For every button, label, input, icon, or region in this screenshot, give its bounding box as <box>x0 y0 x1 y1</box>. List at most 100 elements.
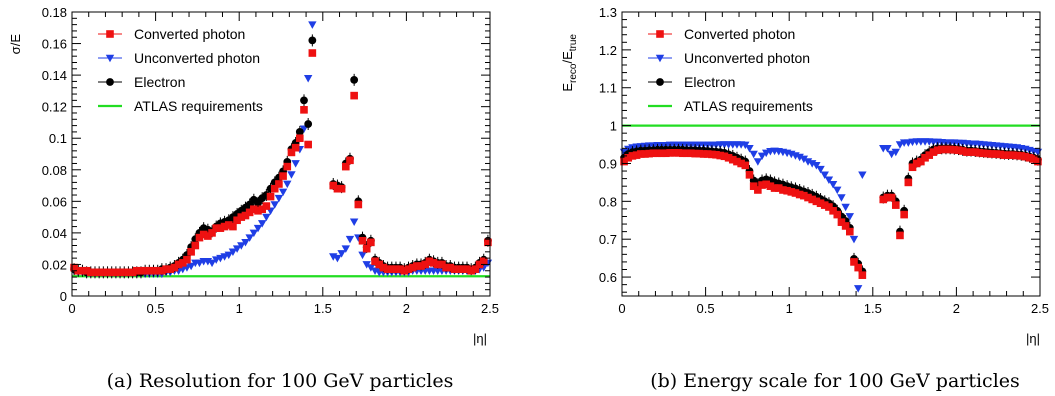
data-point <box>362 244 371 253</box>
data-point <box>367 238 375 247</box>
data-point <box>816 165 825 174</box>
data-point <box>649 149 658 158</box>
data-point <box>1013 151 1021 160</box>
data-point <box>637 150 645 158</box>
data-point <box>174 260 183 269</box>
legend-resolution: Converted photon Unconverted photon Electr… <box>98 26 263 114</box>
data-point <box>208 229 216 237</box>
data-point <box>304 120 313 128</box>
data-point <box>237 213 246 221</box>
data-point <box>429 259 438 267</box>
data-point <box>879 195 888 204</box>
data-point <box>366 264 376 272</box>
x-tick-label-resolution: 0.5 <box>147 301 165 316</box>
data-point <box>979 149 988 158</box>
data-point <box>295 128 304 136</box>
data-point <box>833 210 842 219</box>
data-point <box>95 268 103 277</box>
legend-swatch <box>655 54 665 63</box>
data-point <box>825 203 833 211</box>
data-point <box>733 157 741 166</box>
data-point <box>791 189 800 197</box>
data-point <box>620 157 628 166</box>
data-point <box>392 265 400 273</box>
data-point <box>241 239 250 247</box>
data-point <box>1017 152 1025 160</box>
data-point <box>812 197 821 206</box>
data-point <box>829 207 837 215</box>
data-point <box>278 188 288 197</box>
data-point <box>145 266 154 275</box>
y-tick-label-energy-scale: 0.6 <box>599 270 617 285</box>
data-point <box>820 201 829 209</box>
data-point <box>917 157 925 166</box>
y-tick-label-energy-scale: 1.2 <box>599 43 617 58</box>
data-point <box>124 268 133 277</box>
data-point <box>183 255 191 264</box>
data-point <box>74 266 83 275</box>
data-point <box>287 148 296 157</box>
data-point <box>787 188 796 196</box>
data-point <box>737 159 745 168</box>
y-tick-label-resolution: 0.02 <box>42 257 67 272</box>
plot-frame-energy-scale <box>621 11 1041 297</box>
data-point <box>345 235 355 244</box>
data-point <box>849 235 859 244</box>
y-tick-label-energy-scale: 0.9 <box>599 156 617 171</box>
data-point <box>912 159 921 168</box>
data-point <box>678 149 687 158</box>
y-tick-label-resolution: 0.14 <box>42 68 67 83</box>
data-point <box>141 266 149 275</box>
data-point <box>741 141 750 150</box>
data-point <box>274 194 284 203</box>
data-point <box>250 205 258 214</box>
data-point <box>229 222 237 231</box>
series-unconverted-photon-energy-scale <box>619 138 1043 293</box>
data-point <box>275 180 283 188</box>
data-point <box>720 152 729 161</box>
data-point <box>1034 157 1042 166</box>
legend-entry-converted-photon: Converted photon <box>98 26 245 42</box>
data-point <box>404 265 413 273</box>
data-point <box>270 201 279 209</box>
legend-swatch <box>106 30 114 38</box>
data-point <box>262 202 271 210</box>
caption-resolution: (a) Resolution for 100 GeV particles <box>107 370 454 392</box>
data-point <box>346 156 354 165</box>
data-point <box>712 150 720 159</box>
data-point <box>891 201 900 209</box>
data-point <box>887 193 896 202</box>
data-point <box>258 205 266 214</box>
data-point <box>992 150 1000 158</box>
data-point <box>837 218 846 226</box>
y-title-den: /E <box>560 51 575 64</box>
data-point <box>207 259 217 268</box>
data-point <box>975 149 984 157</box>
data-point <box>850 258 858 266</box>
y-tick-label-resolution: 0.04 <box>42 226 67 241</box>
series-converted-photon-resolution <box>70 49 492 277</box>
data-point <box>762 180 771 189</box>
legend-label: Electron <box>134 74 185 90</box>
x-tick-label-energy-scale: 0 <box>618 301 625 316</box>
panel-energy-scale: 0 0.5 1 1.5 2 2.5 0.6 0.7 0.8 0.9 1 1.1 1.2 1.3 Ereco… <box>560 5 1049 392</box>
data-point <box>703 150 712 158</box>
plot-area-resolution <box>69 21 493 279</box>
data-point <box>303 74 313 83</box>
data-point <box>749 150 758 159</box>
data-point <box>841 203 850 212</box>
data-point <box>438 260 446 269</box>
legend-entry-atlas-requirements: ATLAS requirements <box>648 98 813 114</box>
data-point <box>770 184 779 192</box>
data-point <box>828 180 838 189</box>
data-point <box>853 285 863 293</box>
legend-label: Unconverted photon <box>134 50 260 66</box>
data-point <box>413 262 421 270</box>
data-point <box>287 171 296 179</box>
data-point <box>795 153 804 162</box>
data-point <box>803 158 813 166</box>
data-point <box>1021 152 1030 161</box>
data-point <box>954 146 963 155</box>
data-point <box>967 148 975 156</box>
data-point <box>279 172 287 180</box>
